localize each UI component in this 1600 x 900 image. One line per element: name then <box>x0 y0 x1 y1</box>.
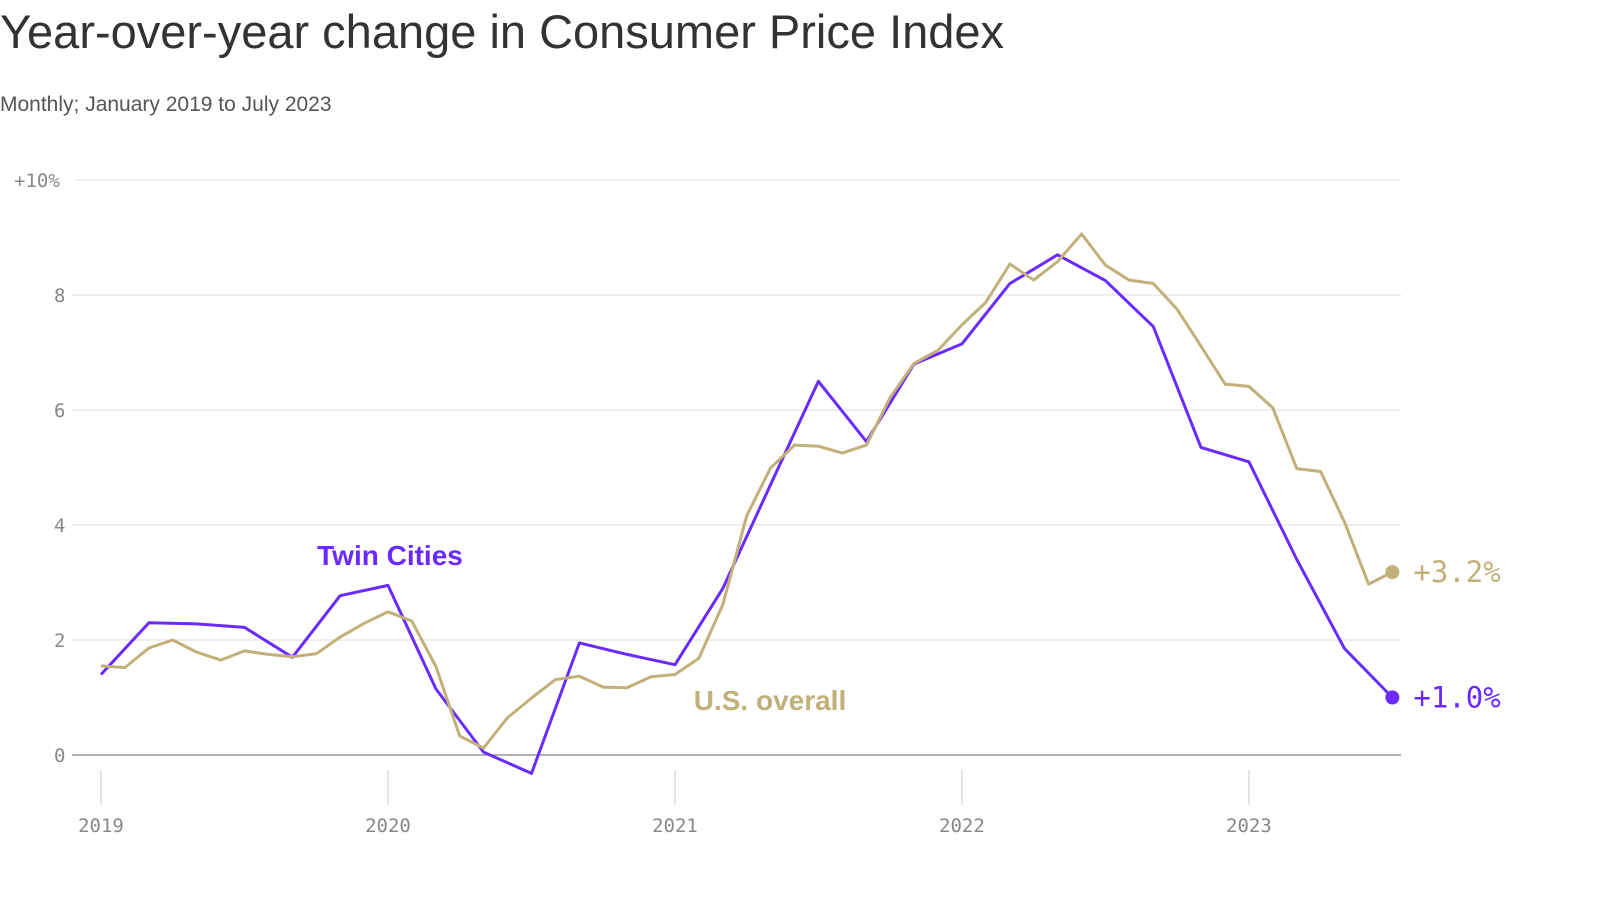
chart-title: Year-over-year change in Consumer Price … <box>0 5 1004 58</box>
end-label: +3.2% <box>1413 555 1500 589</box>
x-tick-label: 2023 <box>1226 815 1272 837</box>
y-tick-label: +10% <box>14 170 60 192</box>
series-label: Twin Cities <box>317 540 463 571</box>
x-tick-label: 2022 <box>939 815 985 837</box>
x-tick-label: 2020 <box>365 815 411 837</box>
series-label: U.S. overall <box>694 685 847 716</box>
end-label: +1.0% <box>1413 681 1500 715</box>
y-tick-label: 2 <box>54 630 65 652</box>
x-tick-label: 2021 <box>652 815 698 837</box>
y-tick-label: 0 <box>54 745 65 767</box>
chart-subtitle: Monthly; January 2019 to July 2023 <box>0 93 332 116</box>
y-tick-label: 6 <box>54 400 65 422</box>
x-tick-label: 2019 <box>78 815 124 837</box>
end-dot <box>1385 690 1400 705</box>
y-tick-label: 4 <box>54 515 65 537</box>
series-line <box>99 253 1394 775</box>
series-line <box>100 232 1394 750</box>
end-dot <box>1385 565 1400 580</box>
y-tick-label: 8 <box>54 285 65 307</box>
